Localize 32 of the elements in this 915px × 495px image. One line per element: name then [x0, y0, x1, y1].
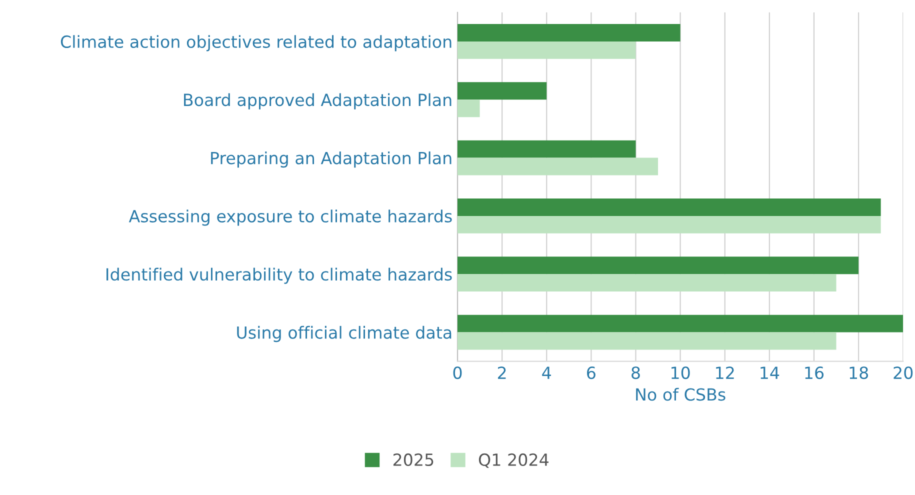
bar — [458, 256, 859, 274]
y-tick-label: Preparing an Adaptation Plan — [211, 151, 452, 168]
x-tick-label: 18 — [850, 366, 868, 380]
x-tick-label: 2 — [498, 366, 506, 379]
x-axis-title: No of CSBs — [636, 388, 726, 401]
bar — [458, 314, 904, 332]
x-tick-label: 10 — [672, 366, 690, 380]
bar — [458, 198, 881, 216]
bar — [458, 158, 658, 176]
x-tick-label: 14 — [760, 366, 780, 379]
y-tick-label: Assessing exposure to climate hazards — [128, 210, 452, 226]
legend-label: 2025 — [393, 453, 434, 466]
x-tick-label: 4 — [542, 366, 551, 379]
x-tick-label: 16 — [805, 366, 824, 380]
bar — [458, 216, 881, 234]
y-tick-label: Identified vulnerability to climate hazards — [106, 268, 452, 284]
bar — [458, 100, 480, 118]
x-tick-label: 6 — [587, 366, 596, 380]
x-tick-label: 12 — [716, 366, 734, 379]
bar — [458, 140, 636, 158]
y-tick-label: Climate action objectives related to adaptation — [60, 35, 452, 52]
bar — [458, 82, 547, 100]
bar — [458, 41, 636, 59]
x-tick-label: 0 — [453, 366, 462, 380]
bar — [458, 274, 836, 292]
y-tick-label: Board approved Adaptation Plan — [184, 93, 452, 110]
bar — [458, 24, 680, 42]
y-tick-label: Using official climate data — [237, 326, 452, 342]
bar — [458, 332, 836, 350]
x-tick-label: 20 — [894, 366, 913, 380]
legend-label: Q1 2024 — [478, 453, 548, 468]
x-tick-label: 8 — [632, 366, 640, 380]
